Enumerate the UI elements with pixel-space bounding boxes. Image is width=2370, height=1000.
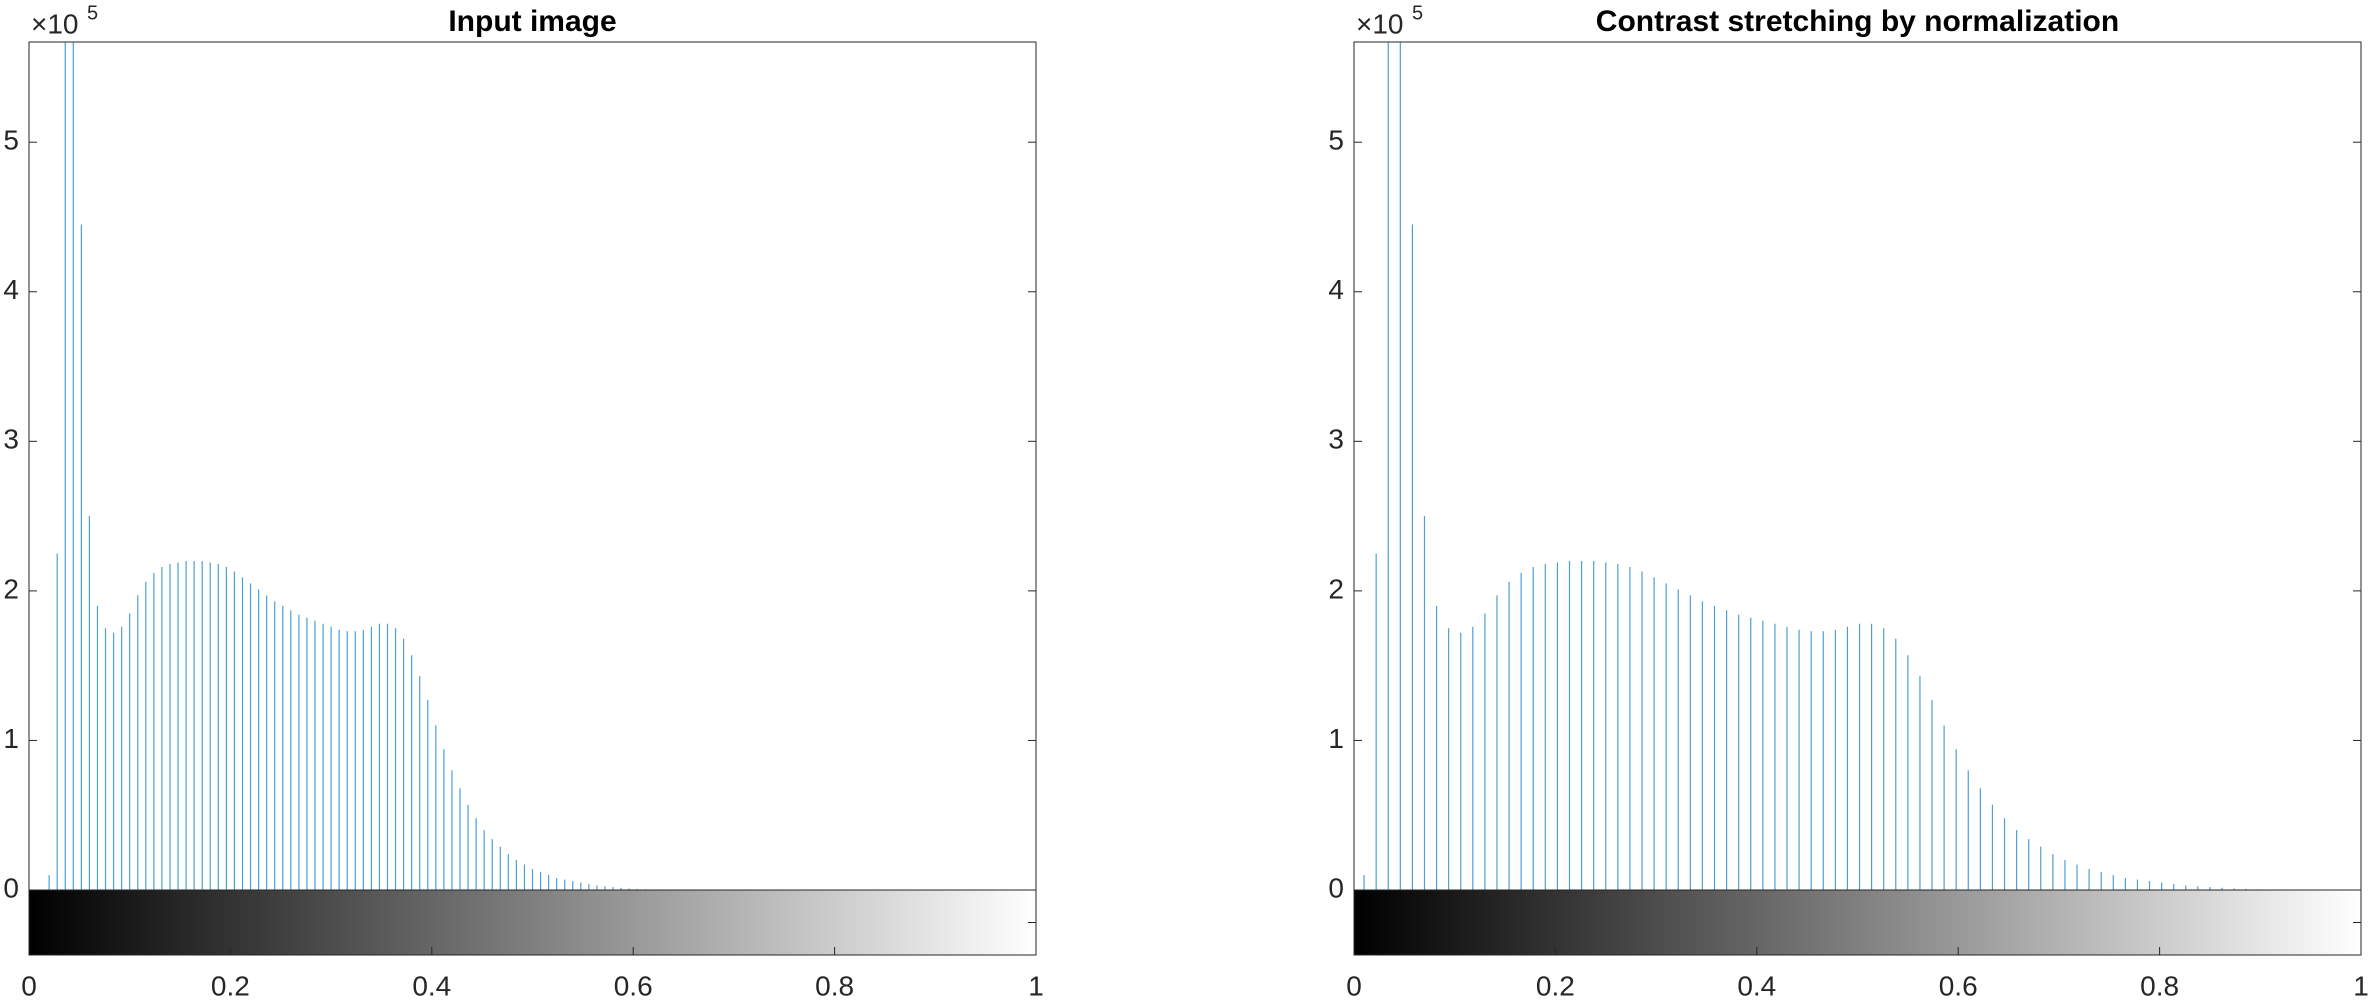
x-tick-label: 0.8: [815, 970, 854, 1000]
y-tick-label: 4: [3, 274, 19, 305]
x-tick-label: 0.6: [1939, 970, 1978, 1000]
colorbar: [1353, 889, 2362, 956]
y-tick-label: 2: [1328, 573, 1344, 604]
x-tick-label: 0: [1346, 970, 1362, 1000]
x-tick-label: 1: [2353, 970, 2369, 1000]
axes-box: [1353, 41, 2362, 956]
x-tick-label: 0.2: [211, 970, 250, 1000]
plot-area: 0 1 2 3 4 5 0 0.2 0.4 0.6 0.8 1 Contrast stretching …: [1328, 2, 2369, 1000]
chart-title: Contrast stretching by normalization: [1596, 5, 2119, 38]
plot-area: 0 1 2 3 4 5 0 0.2 0.4 0.6 0.8 1 Input image ×10 5: [3, 2, 1044, 1000]
exponent-base: ×10: [1356, 8, 1404, 39]
y-tick-label: 1: [1328, 723, 1344, 754]
y-tick-label: 3: [3, 424, 19, 455]
exponent-base: ×10: [31, 8, 79, 39]
x-tick-label: 0.4: [412, 970, 451, 1000]
y-tick-label: 1: [3, 723, 19, 754]
y-tick-label: 4: [1328, 274, 1344, 305]
y-tick-label: 5: [1328, 125, 1344, 156]
x-tick-label: 0.4: [1737, 970, 1776, 1000]
x-tick-label: 0: [21, 970, 37, 1000]
stems: [48, 42, 654, 890]
y-tick-label: 0: [3, 872, 19, 903]
x-tick-label: 1: [1028, 970, 1044, 1000]
exponent-power: 5: [87, 2, 98, 24]
axes-box: [28, 41, 1037, 956]
chart-title: Input image: [448, 5, 616, 38]
y-tick-label: 2: [3, 573, 19, 604]
exponent-power: 5: [1412, 2, 1423, 24]
x-tick-label: 0.6: [614, 970, 653, 1000]
y-tick-label: 0: [1328, 872, 1344, 903]
colorbar: [28, 889, 1037, 956]
y-tick-label: 5: [3, 125, 19, 156]
x-tick-label: 0.2: [1536, 970, 1575, 1000]
stems: [1363, 42, 2271, 890]
y-tick-label: 3: [1328, 424, 1344, 455]
x-tick-label: 0.8: [2140, 970, 2179, 1000]
